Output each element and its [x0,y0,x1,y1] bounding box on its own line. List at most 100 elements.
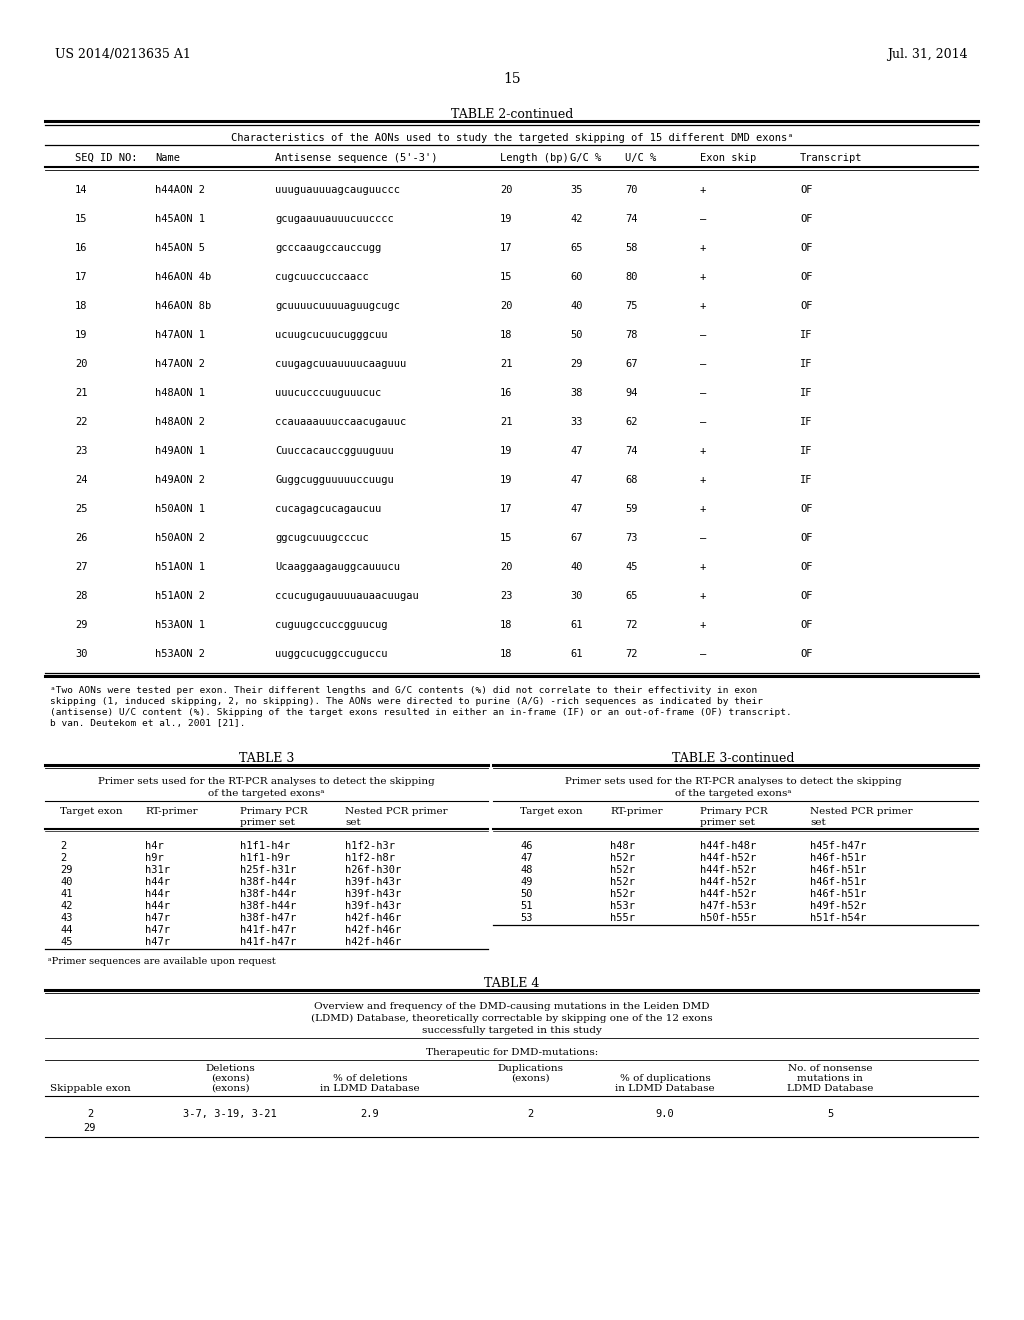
Text: U/C %: U/C % [625,153,656,162]
Text: h46f-h51r: h46f-h51r [810,865,866,875]
Text: h47r: h47r [145,937,170,946]
Text: +: + [700,272,707,282]
Text: –: – [700,388,707,399]
Text: 18: 18 [500,649,512,659]
Text: Primer sets used for the RT-PCR analyses to detect the skipping: Primer sets used for the RT-PCR analyses… [564,777,901,785]
Text: +: + [700,185,707,195]
Text: h46f-h51r: h46f-h51r [810,853,866,863]
Text: 20: 20 [500,562,512,572]
Text: 3-7, 3-19, 3-21: 3-7, 3-19, 3-21 [183,1109,276,1119]
Text: Primary PCR: Primary PCR [700,807,768,816]
Text: 16: 16 [500,388,512,399]
Text: uuuguauuuagcauguuccc: uuuguauuuagcauguuccc [275,185,400,195]
Text: h49AON 2: h49AON 2 [155,475,205,484]
Text: TABLE 4: TABLE 4 [484,977,540,990]
Text: 70: 70 [625,185,638,195]
Text: Jul. 31, 2014: Jul. 31, 2014 [888,48,968,61]
Text: 75: 75 [625,301,638,312]
Text: Exon skip: Exon skip [700,153,757,162]
Text: 35: 35 [570,185,583,195]
Text: 94: 94 [625,388,638,399]
Text: primer set: primer set [240,818,295,828]
Text: OF: OF [800,620,812,630]
Text: 46: 46 [520,841,532,851]
Text: OF: OF [800,562,812,572]
Text: 40: 40 [570,562,583,572]
Text: 73: 73 [625,533,638,543]
Text: h44r: h44r [145,888,170,899]
Text: h47AON 1: h47AON 1 [155,330,205,341]
Text: 2: 2 [60,853,67,863]
Text: RT-primer: RT-primer [610,807,663,816]
Text: +: + [700,475,707,484]
Text: gcccaaugccauccugg: gcccaaugccauccugg [275,243,381,253]
Text: 24: 24 [75,475,87,484]
Text: h51f-h54r: h51f-h54r [810,913,866,923]
Text: 53: 53 [520,913,532,923]
Text: 61: 61 [570,649,583,659]
Text: h47r: h47r [145,925,170,935]
Text: primer set: primer set [700,818,755,828]
Text: h44AON 2: h44AON 2 [155,185,205,195]
Text: h38f-h44r: h38f-h44r [240,902,296,911]
Text: OF: OF [800,649,812,659]
Text: h9r: h9r [145,853,164,863]
Text: 49: 49 [520,876,532,887]
Text: h38f-h44r: h38f-h44r [240,876,296,887]
Text: 25: 25 [75,504,87,513]
Text: 47: 47 [570,504,583,513]
Text: OF: OF [800,504,812,513]
Text: IF: IF [800,417,812,426]
Text: uuucucccuuguuucuc: uuucucccuuguuucuc [275,388,381,399]
Text: 29: 29 [60,865,73,875]
Text: Ucaaggaagauggcauuucu: Ucaaggaagauggcauuucu [275,562,400,572]
Text: ccucugugauuuuauaacuugau: ccucugugauuuuauaacuugau [275,591,419,601]
Text: OF: OF [800,243,812,253]
Text: Skippable exon: Skippable exon [49,1084,130,1093]
Text: 18: 18 [75,301,87,312]
Text: 17: 17 [75,272,87,282]
Text: 22: 22 [75,417,87,426]
Text: 30: 30 [75,649,87,659]
Text: 61: 61 [570,620,583,630]
Text: successfully targeted in this study: successfully targeted in this study [422,1026,602,1035]
Text: h48AON 1: h48AON 1 [155,388,205,399]
Text: 47: 47 [520,853,532,863]
Text: 15: 15 [75,214,87,224]
Text: –: – [700,649,707,659]
Text: h53AON 2: h53AON 2 [155,649,205,659]
Text: (exons): (exons) [211,1084,249,1093]
Text: OF: OF [800,214,812,224]
Text: 9.0: 9.0 [655,1109,675,1119]
Text: Target exon: Target exon [520,807,583,816]
Text: 59: 59 [625,504,638,513]
Text: 67: 67 [570,533,583,543]
Text: h44r: h44r [145,876,170,887]
Text: 67: 67 [625,359,638,370]
Text: of the targeted exonsᵃ: of the targeted exonsᵃ [208,789,325,799]
Text: h50f-h55r: h50f-h55r [700,913,757,923]
Text: 38: 38 [570,388,583,399]
Text: 48: 48 [520,865,532,875]
Text: 29: 29 [75,620,87,630]
Text: mutations in: mutations in [797,1074,863,1082]
Text: h48r: h48r [610,841,635,851]
Text: Primer sets used for the RT-PCR analyses to detect the skipping: Primer sets used for the RT-PCR analyses… [98,777,435,785]
Text: 18: 18 [500,620,512,630]
Text: h45AON 5: h45AON 5 [155,243,205,253]
Text: 21: 21 [75,388,87,399]
Text: +: + [700,620,707,630]
Text: (exons): (exons) [211,1074,249,1082]
Text: h47AON 2: h47AON 2 [155,359,205,370]
Text: h46f-h51r: h46f-h51r [810,876,866,887]
Text: 45: 45 [625,562,638,572]
Text: Cuuccacauccgguuguuu: Cuuccacauccgguuguuu [275,446,394,455]
Text: 15: 15 [500,533,512,543]
Text: ccauaaauuuccaacugauuc: ccauaaauuuccaacugauuc [275,417,407,426]
Text: h48AON 2: h48AON 2 [155,417,205,426]
Text: TABLE 3-continued: TABLE 3-continued [672,752,795,766]
Text: 41: 41 [60,888,73,899]
Text: 18: 18 [500,330,512,341]
Text: 19: 19 [500,214,512,224]
Text: 20: 20 [500,301,512,312]
